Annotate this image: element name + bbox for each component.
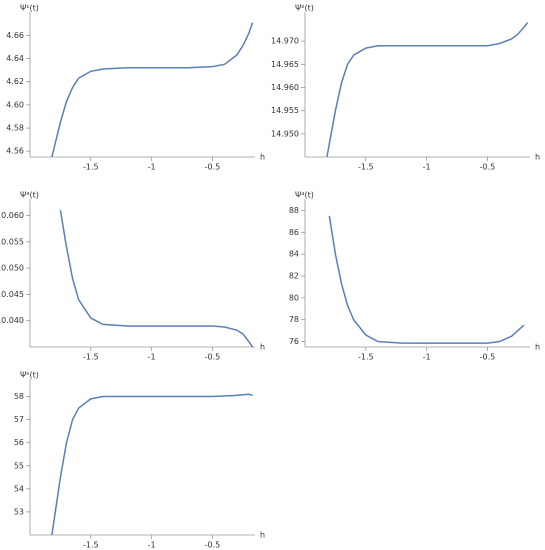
x-tick-label: -0.5 (480, 163, 496, 172)
y-tick-label: 10.055 (0, 237, 24, 246)
panel: Ψ¹(t) h -1.5 -1 -0.5 4.56 4.58 4.60 4.62 4.64 4.66 (6, 4, 265, 172)
y-tick-label: 14.965 (271, 60, 299, 69)
y-tick-label: 4.60 (6, 100, 24, 109)
y-tick-label: 4.64 (6, 54, 24, 63)
y-tick-label: 56 (14, 438, 24, 447)
x-tick-label: -1 (423, 353, 431, 362)
x-axis-label: h (260, 531, 265, 540)
y-tick-label: 10.050 (0, 264, 24, 273)
y-axis-label: Ψ¹(t) (20, 4, 39, 13)
x-tick-label: -1 (423, 163, 431, 172)
x-tick-label: -1.5 (83, 541, 99, 550)
y-tick-label: 54 (14, 484, 24, 493)
line-series (326, 22, 529, 157)
x-tick-label: -0.5 (205, 353, 221, 362)
x-tick-label: -0.5 (205, 163, 221, 172)
panel: Ψ²(t) h -1.5 -1 -0.5 14.950 14.955 14.960 14.965… (271, 4, 540, 172)
y-tick-label: 14.970 (271, 37, 299, 46)
x-tick-label: -1 (148, 541, 156, 550)
panel: Ψ³(t) h -1.5 -1 -0.5 10.040 10.045 10.050 10.055… (0, 191, 265, 362)
x-tick-label: -1.5 (83, 353, 99, 362)
x-tick-label: -1.5 (358, 163, 374, 172)
y-tick-label: 84 (289, 250, 299, 259)
x-tick-label: -0.5 (205, 541, 221, 550)
line-series (59, 210, 254, 347)
x-axis-label: h (260, 343, 265, 352)
y-tick-label: 86 (289, 228, 299, 237)
x-tick-label: -1 (148, 353, 156, 362)
y-tick-label: 82 (289, 272, 299, 281)
line-series (328, 215, 525, 344)
y-tick-label: 53 (14, 507, 24, 516)
x-axis-label: h (535, 343, 540, 352)
x-tick-label: -1.5 (83, 163, 99, 172)
y-tick-label: 10.040 (0, 316, 24, 325)
y-tick-label: 76 (289, 337, 299, 346)
y-tick-label: 4.62 (6, 77, 24, 86)
y-tick-label: 55 (14, 461, 24, 470)
y-tick-label: 88 (289, 206, 299, 215)
y-tick-label: 58 (14, 392, 24, 401)
x-tick-label: -0.5 (480, 353, 496, 362)
y-tick-label: 10.060 (0, 211, 24, 220)
y-axis-label: Ψ⁵(t) (20, 371, 39, 380)
y-axis-label: Ψ²(t) (295, 4, 314, 13)
y-tick-label: 80 (289, 293, 299, 302)
x-axis-label: h (535, 153, 540, 162)
y-axis-label: Ψ³(t) (20, 191, 39, 200)
line-series (51, 22, 254, 157)
x-tick-label: -1 (148, 163, 156, 172)
panel: Ψ⁴(t) h -1.5 -1 -0.5 76 78 80 82 84 86 88 (289, 191, 540, 362)
y-tick-label: 4.56 (6, 147, 24, 156)
y-tick-label: 14.955 (271, 106, 299, 115)
y-tick-label: 14.950 (271, 129, 299, 138)
line-series (51, 393, 253, 535)
y-tick-label: 4.66 (6, 31, 24, 40)
y-tick-label: 78 (289, 315, 299, 324)
panel: Ψ⁵(t) h -1.5 -1 -0.5 53 54 55 56 57 58 (14, 371, 265, 550)
y-tick-label: 14.960 (271, 83, 299, 92)
y-tick-label: 4.58 (6, 124, 24, 133)
y-tick-label: 10.045 (0, 290, 24, 299)
y-tick-label: 57 (14, 415, 24, 424)
x-axis-label: h (260, 153, 265, 162)
x-tick-label: -1.5 (358, 353, 374, 362)
y-axis-label: Ψ⁴(t) (295, 191, 314, 200)
